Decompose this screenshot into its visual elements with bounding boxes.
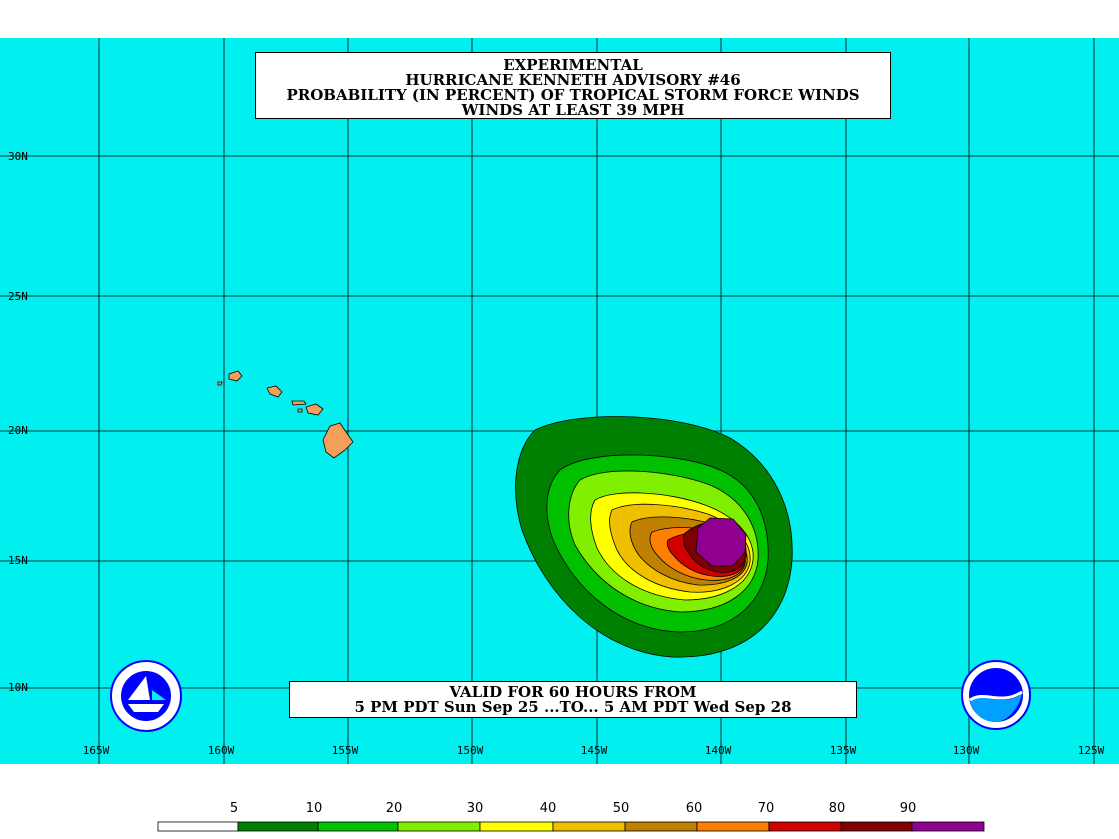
lat-label-30n: 30N bbox=[8, 150, 28, 163]
contour-100 bbox=[695, 517, 747, 567]
lon-label-145w: 145W bbox=[580, 744, 608, 757]
lon-label-125w: 125W bbox=[1077, 744, 1105, 757]
lon-label-135w: 135W bbox=[829, 744, 857, 757]
valid-line-1: VALID FOR 60 HOURS FROM bbox=[449, 683, 697, 701]
kauai-island bbox=[228, 370, 243, 382]
lon-label-165w: 165W bbox=[82, 744, 110, 757]
legend-swatch-7 bbox=[696, 821, 770, 832]
lat-label-25n: 25N bbox=[8, 290, 28, 303]
lat-label-20n: 20N bbox=[8, 424, 28, 437]
legend-label-5: 5 bbox=[229, 801, 239, 816]
maui-island bbox=[305, 403, 324, 416]
noaa-logo bbox=[961, 660, 1031, 730]
title-box: EXPERIMENTAL HURRICANE KENNETH ADVISORY … bbox=[255, 52, 891, 119]
legend-swatch-0 bbox=[157, 821, 239, 832]
legend-label-40: 40 bbox=[539, 801, 557, 816]
legend-swatch-8 bbox=[768, 821, 842, 832]
legend-color-bar bbox=[157, 821, 985, 832]
legend-swatch-10 bbox=[911, 821, 985, 832]
legend-label-30: 30 bbox=[466, 801, 484, 816]
title-line-4: WINDS AT LEAST 39 MPH bbox=[461, 101, 685, 119]
nws-logo bbox=[110, 660, 182, 732]
lon-label-140w: 140W bbox=[704, 744, 732, 757]
legend-label-80: 80 bbox=[828, 801, 846, 816]
legend-swatch-4 bbox=[479, 821, 554, 832]
lanai-island bbox=[297, 408, 303, 413]
oahu-island bbox=[266, 385, 283, 398]
legend-swatch-2 bbox=[317, 821, 399, 832]
legend-swatch-3 bbox=[397, 821, 481, 832]
valid-line-2: 5 PM PDT Sun Sep 25 ...TO... 5 AM PDT We… bbox=[354, 698, 792, 716]
niihau-island bbox=[217, 381, 223, 386]
legend-label-10: 10 bbox=[305, 801, 323, 816]
legend-swatch-6 bbox=[624, 821, 698, 832]
title-line-1: EXPERIMENTAL bbox=[503, 56, 643, 74]
legend-label-50: 50 bbox=[612, 801, 630, 816]
lon-label-130w: 130W bbox=[952, 744, 980, 757]
lat-label-10n: 10N bbox=[8, 681, 28, 694]
big-island bbox=[322, 422, 354, 459]
legend-label-60: 60 bbox=[685, 801, 703, 816]
lon-label-150w: 150W bbox=[456, 744, 484, 757]
legend-swatch-9 bbox=[840, 821, 913, 832]
lat-label-15n: 15N bbox=[8, 554, 28, 567]
hawaiian-islands bbox=[217, 370, 354, 459]
legend-label-20: 20 bbox=[385, 801, 403, 816]
valid-period-box: VALID FOR 60 HOURS FROM 5 PM PDT Sun Sep… bbox=[289, 681, 857, 718]
legend-swatch-5 bbox=[552, 821, 626, 832]
lon-label-160w: 160W bbox=[207, 744, 235, 757]
legend-swatch-1 bbox=[237, 821, 319, 832]
title-line-2: HURRICANE KENNETH ADVISORY #46 bbox=[405, 71, 741, 89]
ocean-background bbox=[0, 38, 1119, 764]
title-line-3: PROBABILITY (IN PERCENT) OF TROPICAL STO… bbox=[286, 86, 860, 104]
molokai-island bbox=[291, 400, 307, 406]
probability-contours bbox=[515, 416, 793, 658]
lon-label-155w: 155W bbox=[331, 744, 359, 757]
legend-label-90: 90 bbox=[899, 801, 917, 816]
legend-label-70: 70 bbox=[757, 801, 775, 816]
